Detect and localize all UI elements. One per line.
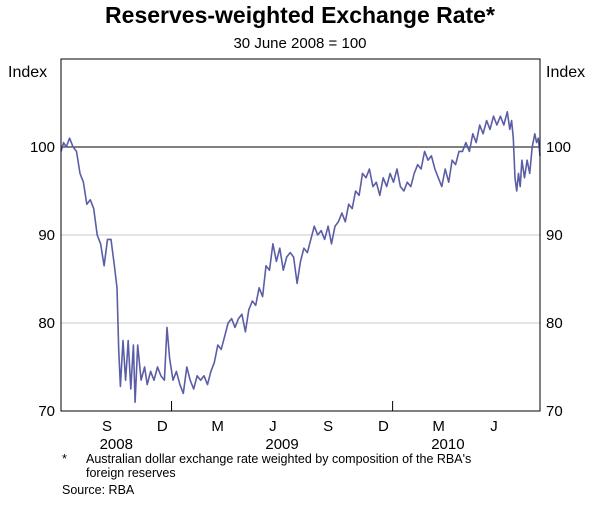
x-tick-label-month: J (269, 418, 277, 435)
y-tick-label-left: 80 (38, 315, 55, 332)
x-tick-label-month: M (211, 418, 224, 435)
plot-frame (60, 58, 541, 412)
x-tick-label-month: D (378, 418, 389, 435)
y-tick-label-right: 90 (546, 227, 563, 244)
x-tick-label-month: S (323, 418, 333, 435)
x-tick-label-month: J (490, 418, 498, 435)
y-axis-label-left: Index (8, 64, 47, 81)
y-tick-label-right: 80 (546, 315, 563, 332)
y-tick-label-left: 70 (38, 403, 55, 420)
x-tick-label-month: M (432, 418, 445, 435)
y-axis-label-right: Index (546, 64, 585, 81)
footnote-marker: * (62, 452, 67, 466)
series-line (60, 111, 541, 404)
x-tick-label-year: 2009 (265, 436, 298, 453)
x-tick-label-month: S (102, 418, 112, 435)
footnote-text-line2: foreign reserves (86, 466, 176, 480)
x-tick-label-year: 2010 (431, 436, 464, 453)
x-tick-label-year: 2008 (100, 436, 133, 453)
source-note: Source: RBA (62, 483, 135, 497)
chart-title: Reserves-weighted Exchange Rate* (105, 2, 495, 28)
footnote-text-line1: Australian dollar exchange rate weighted… (86, 452, 472, 466)
y-tick-label-right: 100 (546, 139, 571, 156)
x-tick-label-month: D (157, 418, 168, 435)
y-tick-label-left: 100 (30, 139, 55, 156)
y-tick-label-right: 70 (546, 403, 563, 420)
y-tick-label-left: 90 (38, 227, 55, 244)
chart-subtitle: 30 June 2008 = 100 (233, 35, 367, 52)
